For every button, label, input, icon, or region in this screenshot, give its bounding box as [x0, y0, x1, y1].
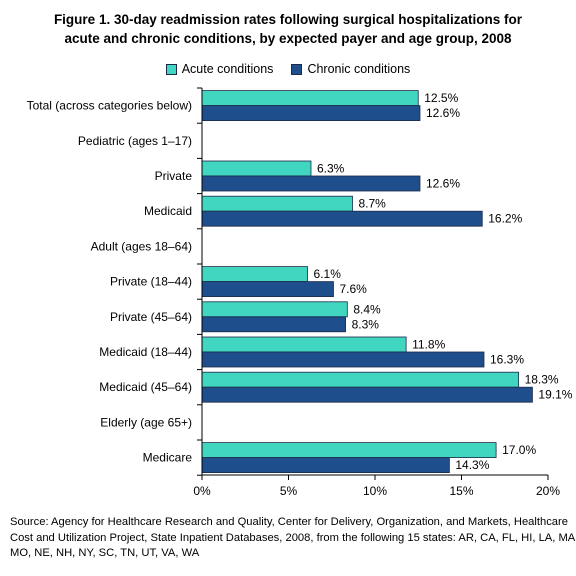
group-heading-label: Elderly (age 65+) — [100, 415, 192, 429]
chart-title: Figure 1. 30-day readmission rates follo… — [20, 10, 556, 48]
legend-label-chronic: Chronic conditions — [307, 62, 411, 76]
bar-acute — [201, 371, 519, 388]
bar-chronic — [201, 351, 485, 368]
data-label-chronic: 7.6% — [339, 282, 367, 296]
data-label-acute: 18.3% — [525, 373, 559, 387]
data-label-chronic: 19.1% — [538, 388, 572, 402]
x-tick-label: 20% — [536, 484, 560, 498]
bar-acute — [201, 90, 419, 106]
x-tick-label: 5% — [280, 484, 298, 498]
bar-chronic — [201, 457, 450, 474]
bar-chronic — [201, 316, 346, 333]
bar-acute — [201, 195, 353, 212]
source-note: Source: Agency for Healthcare Research a… — [10, 515, 576, 562]
bar-acute — [201, 266, 308, 283]
x-tick-label: 0% — [193, 484, 211, 498]
data-label-acute: 17.0% — [502, 443, 536, 457]
source-line: Cost and Utilization Project, State Inpa… — [10, 531, 576, 544]
category-label: Medicaid (18–44) — [99, 345, 192, 359]
data-label-acute: 8.4% — [353, 302, 381, 316]
legend-item-acute: Acute conditions — [165, 62, 274, 76]
x-tick-label: 10% — [363, 484, 387, 498]
chart-title-line: acute and chronic conditions, by expecte… — [64, 31, 512, 46]
bar-acute — [201, 301, 348, 318]
chart-title-line: Figure 1. 30-day readmission rates follo… — [53, 12, 523, 27]
data-label-chronic: 12.6% — [426, 106, 460, 120]
data-label-chronic: 16.2% — [488, 212, 522, 226]
legend-swatch-chronic — [291, 63, 303, 75]
bar-chronic — [201, 105, 421, 121]
data-label-chronic: 12.6% — [426, 177, 460, 191]
data-label-chronic: 16.3% — [490, 353, 524, 367]
data-label-chronic: 14.3% — [455, 458, 489, 472]
data-label-acute: 8.7% — [359, 197, 387, 211]
bar-chronic — [201, 281, 334, 298]
data-label-acute: 6.1% — [314, 267, 342, 281]
data-label-acute: 6.3% — [317, 162, 345, 176]
bar-acute — [201, 160, 312, 177]
category-label: Total (across categories below) — [27, 99, 192, 113]
category-label: Medicare — [143, 451, 193, 465]
legend-swatch-acute — [165, 63, 177, 75]
group-heading-label: Pediatric (ages 1–17) — [78, 134, 192, 148]
data-label-acute: 11.8% — [412, 338, 445, 352]
legend-item-chronic: Chronic conditions — [291, 62, 410, 76]
data-label-acute: 12.5% — [424, 91, 458, 105]
source-line: Source: Agency for Healthcare Research a… — [10, 516, 568, 528]
bar-chronic — [201, 210, 483, 227]
x-tick-label: 15% — [449, 484, 473, 498]
chart-legend: Acute conditions Chronic conditions — [0, 62, 576, 76]
category-label: Medicaid (45–64) — [99, 380, 192, 394]
category-label: Private — [155, 169, 193, 183]
bar-chronic — [201, 386, 533, 403]
category-label: Medicaid — [144, 204, 192, 218]
group-heading-label: Adult (ages 18–64) — [91, 239, 192, 253]
source-line: MO, NE, NH, NY, SC, TN, UT, VA, WA — [10, 547, 200, 559]
legend-label-acute: Acute conditions — [181, 62, 274, 76]
data-label-chronic: 8.3% — [352, 317, 380, 331]
bar-chronic — [201, 175, 421, 192]
bar-acute — [201, 442, 497, 459]
category-label: Private (18–44) — [110, 275, 192, 289]
bar-acute — [201, 336, 407, 353]
category-label: Private (45–64) — [110, 310, 192, 324]
